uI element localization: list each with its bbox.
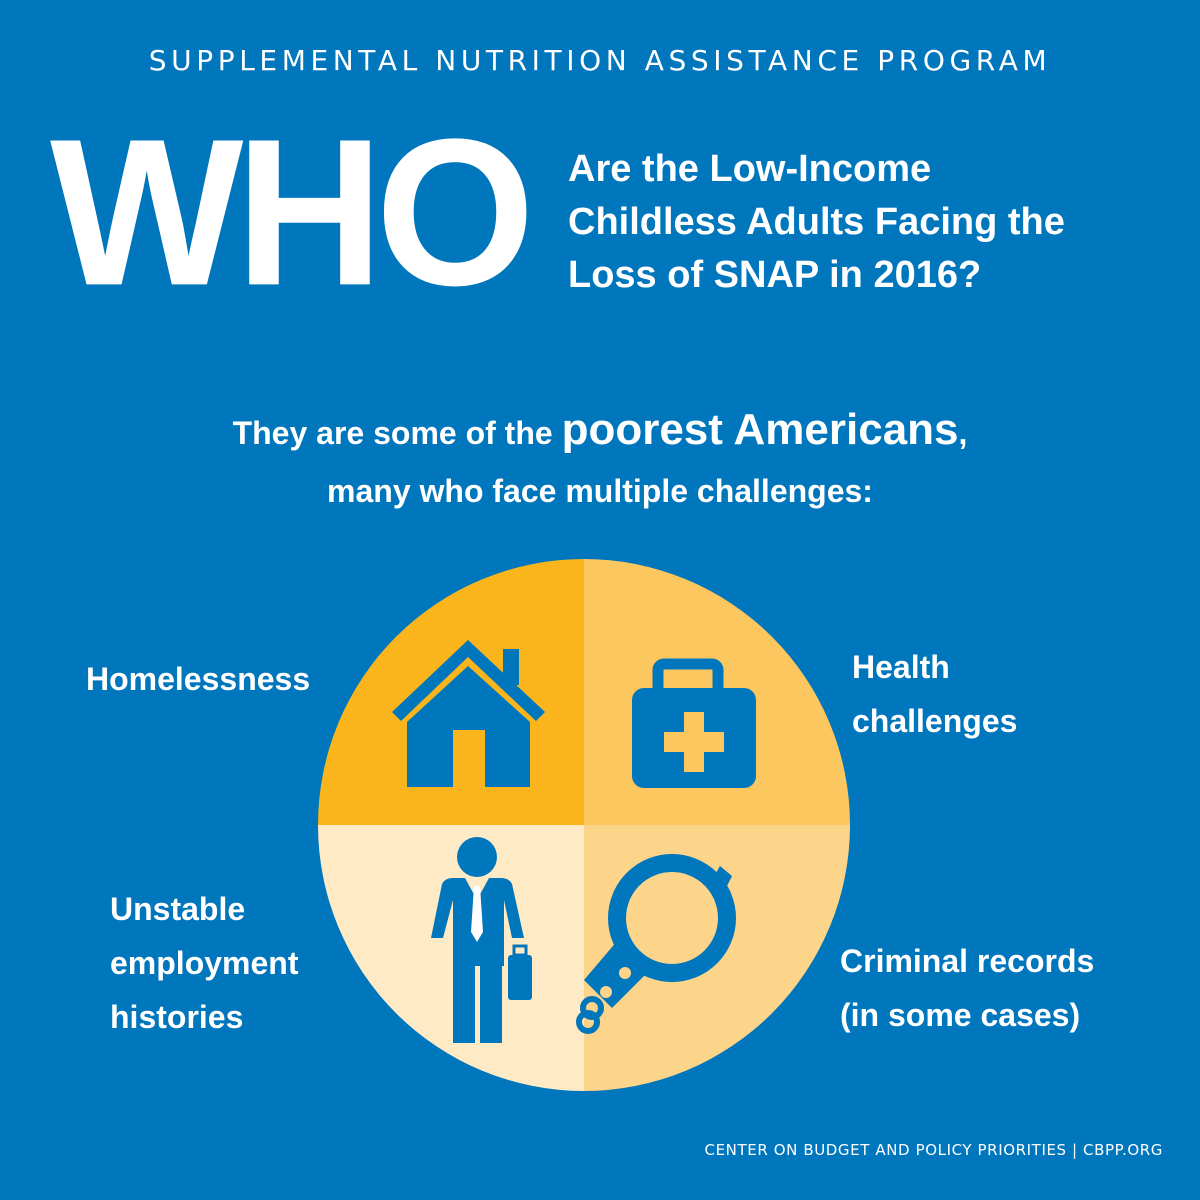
headline-question: Are the Low-Income Childless Adults Faci… [568, 143, 1168, 302]
who-headline: WHO [50, 95, 535, 330]
footer-credit: CENTER ON BUDGET AND POLICY PRIORITIES |… [704, 1141, 1163, 1159]
house-icon [392, 640, 545, 787]
tagline-line-1: They are some of the poorest Americans, [0, 400, 1200, 463]
quadrant-employment [318, 825, 584, 1091]
tagline-text: They are some of the [232, 415, 562, 451]
tagline-comma: , [958, 415, 968, 451]
label-unstable-employment: Unstable employment histories [110, 882, 298, 1044]
label-line: challenges [852, 703, 1018, 739]
label-line: Health [852, 649, 950, 685]
label-homelessness: Homelessness [86, 652, 310, 706]
label-line: histories [110, 999, 244, 1035]
tagline-emphasis: poorest Americans [561, 405, 959, 454]
label-line: Unstable [110, 891, 246, 927]
program-kicker: SUPPLEMENTAL NUTRITION ASSISTANCE PROGRA… [148, 44, 1052, 77]
question-line: Childless Adults Facing the [568, 201, 1065, 243]
label-line: employment [110, 945, 299, 981]
label-criminal-records: Criminal records (in some cases) [840, 934, 1094, 1042]
label-health-challenges: Health challenges [852, 640, 1017, 748]
label-line: Criminal records [840, 943, 1095, 979]
question-line: Are the Low-Income [568, 148, 932, 190]
question-line: Loss of SNAP in 2016? [568, 254, 982, 296]
tagline-line-2: many who face multiple challenges: [327, 473, 873, 509]
tagline: They are some of the poorest Americans, … [0, 400, 1200, 519]
businessman-icon [431, 837, 532, 1043]
first-aid-kit-icon [632, 658, 756, 788]
label-line: (in some cases) [840, 997, 1081, 1033]
handcuffs-icon [576, 854, 736, 1034]
label-line: Homelessness [86, 661, 311, 697]
